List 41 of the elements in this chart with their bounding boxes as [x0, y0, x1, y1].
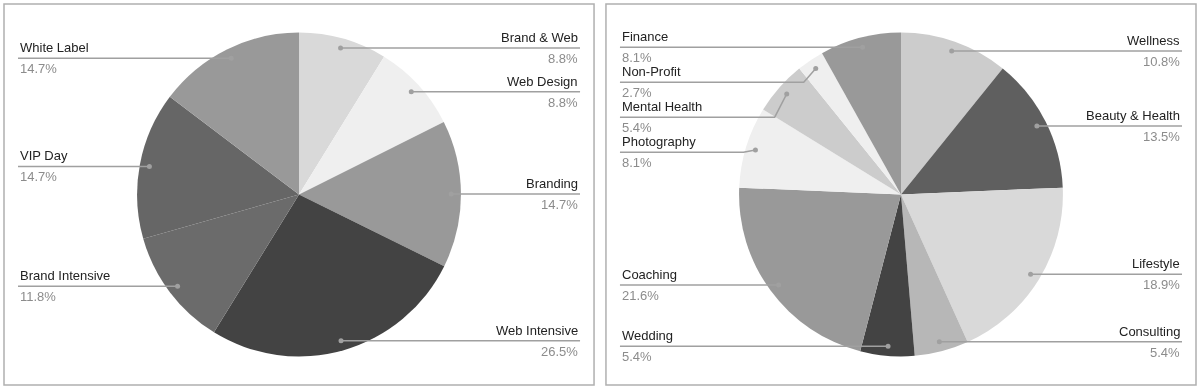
data-label: 5.4% [622, 120, 653, 135]
data-label: 18.9% [1143, 277, 1181, 292]
data-label: 26.5% [541, 344, 579, 359]
data-label: 8.8% [548, 95, 579, 110]
slice-label: Non-Profit [622, 64, 681, 79]
data-label: 13.5% [1143, 129, 1181, 144]
data-label: 10.8% [1143, 54, 1181, 69]
pie-slice [900, 68, 1063, 195]
slice-label: Brand Intensive [20, 268, 111, 283]
data-label: 2.7% [622, 85, 653, 100]
slice-label: Consulting [1119, 324, 1181, 339]
slice-label: Web Intensive [496, 323, 579, 338]
slice-label: Wellness [1127, 33, 1180, 48]
pie-slice [900, 194, 968, 356]
pie-slice [213, 194, 445, 357]
data-label: 14.7% [20, 169, 58, 184]
pie-slice [299, 32, 385, 195]
data-label: 11.8% [20, 289, 57, 304]
data-label: 8.8% [548, 51, 579, 66]
slice-label: Brand & Web [501, 30, 579, 45]
data-label: 14.7% [20, 61, 58, 76]
slice-label: White Label [20, 40, 89, 55]
slice-label: Branding [526, 176, 579, 191]
slice-label: Beauty & Health [1086, 108, 1180, 123]
slice-label: VIP Day [20, 148, 68, 163]
slice-label: Mental Health [622, 99, 703, 114]
pie-slice [299, 56, 444, 195]
slice-label: Web Design [507, 74, 578, 89]
slice-label: Photography [622, 134, 697, 149]
data-label: 5.4% [622, 349, 653, 364]
pie-slice [900, 187, 1063, 343]
data-label: 8.1% [622, 50, 653, 65]
slice-label: Coaching [622, 267, 677, 282]
pie-slice [860, 194, 915, 357]
data-label: 5.4% [1150, 345, 1181, 360]
slice-label: Finance [622, 29, 669, 44]
data-label: 8.1% [622, 155, 653, 170]
data-label: 21.6% [622, 288, 660, 303]
slice-label: Lifestyle [1132, 256, 1180, 271]
slice-label: Wedding [622, 328, 674, 343]
data-label: 14.7% [541, 197, 579, 212]
